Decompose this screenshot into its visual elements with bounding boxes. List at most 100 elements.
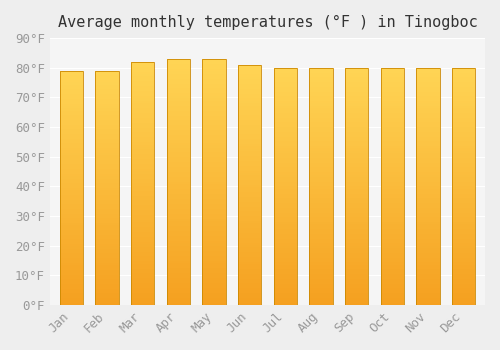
Bar [310, 175, 332, 177]
Bar [380, 170, 404, 172]
Bar [96, 225, 118, 228]
Bar [131, 237, 154, 239]
Bar [202, 111, 226, 113]
Bar [345, 108, 368, 111]
Bar [166, 172, 190, 175]
Bar [238, 91, 261, 94]
Bar [166, 138, 190, 140]
Bar [380, 231, 404, 234]
Bar [238, 223, 261, 226]
Bar [416, 260, 440, 262]
Bar [238, 137, 261, 139]
Bar [416, 212, 440, 215]
Bar [60, 300, 83, 303]
Bar [380, 111, 404, 113]
Bar [131, 261, 154, 264]
Bar [380, 101, 404, 103]
Bar [60, 146, 83, 148]
Bar [380, 246, 404, 248]
Bar [416, 187, 440, 189]
Bar [166, 221, 190, 224]
Bar [345, 246, 368, 248]
Bar [416, 165, 440, 167]
Bar [131, 120, 154, 122]
Bar [131, 196, 154, 198]
Bar [310, 295, 332, 298]
Bar [345, 120, 368, 122]
Bar [452, 255, 475, 258]
Bar [274, 286, 297, 288]
Bar [416, 127, 440, 130]
Bar [416, 281, 440, 284]
Bar [96, 83, 118, 85]
Bar [380, 295, 404, 298]
Bar [345, 118, 368, 120]
Bar [96, 80, 118, 83]
Bar [202, 239, 226, 241]
Bar [60, 195, 83, 197]
Bar [345, 191, 368, 194]
Bar [452, 103, 475, 106]
Bar [274, 270, 297, 272]
Bar [452, 172, 475, 175]
Bar [202, 61, 226, 64]
Bar [416, 122, 440, 125]
Bar [274, 189, 297, 191]
Bar [60, 178, 83, 181]
Bar [274, 96, 297, 99]
Bar [452, 198, 475, 201]
Bar [60, 73, 83, 76]
Bar [166, 266, 190, 268]
Bar [202, 202, 226, 204]
Bar [202, 76, 226, 79]
Bar [60, 87, 83, 90]
Bar [60, 230, 83, 232]
Bar [310, 84, 332, 87]
Bar [345, 288, 368, 291]
Bar [310, 146, 332, 148]
Bar [131, 74, 154, 76]
Bar [380, 158, 404, 160]
Bar [202, 125, 226, 128]
Bar [202, 280, 226, 283]
Bar [416, 80, 440, 82]
Bar [96, 162, 118, 164]
Bar [96, 141, 118, 144]
Bar [274, 194, 297, 196]
Bar [380, 229, 404, 231]
Bar [238, 180, 261, 182]
Bar [131, 257, 154, 259]
Bar [274, 115, 297, 118]
Bar [310, 148, 332, 151]
Bar [274, 234, 297, 236]
Bar [166, 113, 190, 116]
Bar [416, 196, 440, 198]
Bar [416, 115, 440, 118]
Bar [310, 155, 332, 158]
Bar [380, 234, 404, 236]
Bar [131, 293, 154, 295]
Bar [166, 256, 190, 258]
Bar [166, 130, 190, 133]
Bar [202, 103, 226, 106]
Bar [202, 209, 226, 211]
Bar [202, 295, 226, 298]
Bar [416, 229, 440, 231]
Bar [345, 130, 368, 132]
Bar [131, 154, 154, 157]
Bar [416, 295, 440, 298]
Bar [60, 204, 83, 206]
Bar [380, 68, 404, 305]
Bar [452, 96, 475, 99]
Bar [380, 122, 404, 125]
Bar [380, 99, 404, 101]
Bar [131, 145, 154, 147]
Bar [274, 222, 297, 224]
Bar [166, 120, 190, 123]
Bar [416, 177, 440, 179]
Bar [166, 111, 190, 113]
Bar [380, 198, 404, 201]
Bar [96, 216, 118, 218]
Bar [380, 130, 404, 132]
Bar [416, 203, 440, 205]
